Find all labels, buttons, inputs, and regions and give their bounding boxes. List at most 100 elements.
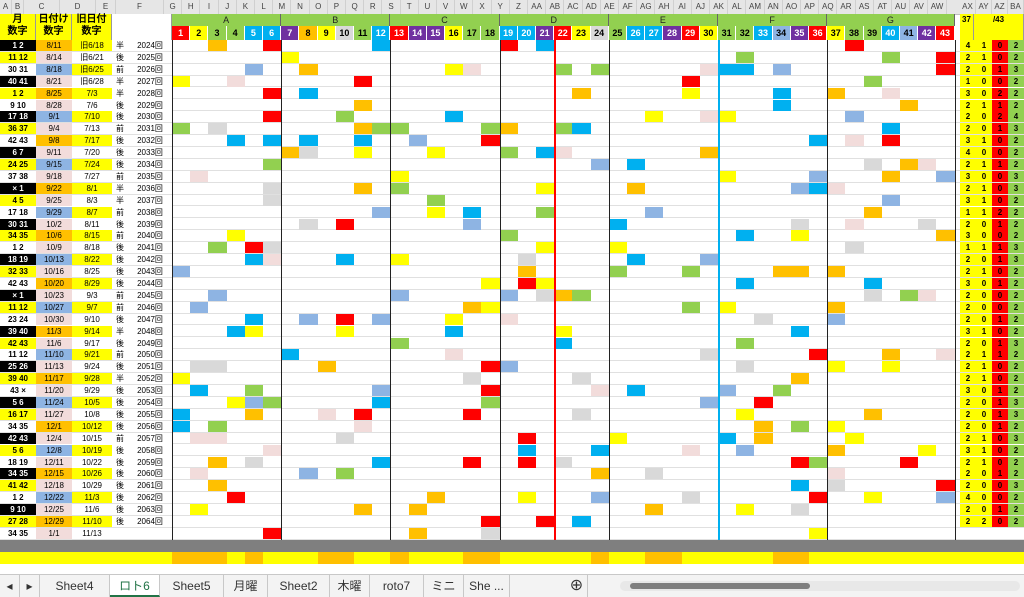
number-cell[interactable] bbox=[681, 266, 700, 278]
stat-cell[interactable]: 2 bbox=[960, 420, 976, 432]
stat-cell[interactable]: 2 bbox=[1008, 468, 1024, 480]
period-cell[interactable]: 後 bbox=[112, 111, 128, 123]
draw-number-cell[interactable]: 2024回 bbox=[128, 40, 172, 51]
period-cell[interactable]: 後 bbox=[112, 278, 128, 289]
number-cell[interactable] bbox=[335, 325, 354, 337]
draw-number-cell[interactable]: 2059回 bbox=[128, 456, 172, 468]
number-cell[interactable] bbox=[244, 313, 263, 325]
period-cell[interactable]: 後 bbox=[112, 337, 128, 349]
date-cell[interactable]: 9/25 bbox=[36, 194, 72, 206]
number-cell[interactable] bbox=[881, 123, 900, 135]
month-number-cell[interactable]: 42 43 bbox=[0, 278, 36, 289]
stat-cell[interactable]: 2 bbox=[960, 373, 976, 385]
table-row[interactable]: 23 24 10/30 9/10 後 2047回 2 0 1 2 bbox=[0, 313, 1024, 326]
stat-cell[interactable]: 3 bbox=[1008, 337, 1024, 349]
draw-number-cell[interactable]: 2057回 bbox=[128, 432, 172, 444]
period-cell[interactable]: 後 bbox=[112, 242, 128, 254]
number-cell[interactable] bbox=[845, 135, 864, 147]
month-number-cell[interactable]: 4 5 bbox=[0, 194, 36, 206]
number-cell[interactable] bbox=[590, 385, 609, 397]
month-number-cell[interactable]: 23 24 bbox=[0, 313, 36, 325]
old-date-cell[interactable]: 9/7 bbox=[72, 301, 112, 313]
number-cell[interactable] bbox=[481, 135, 500, 147]
table-row[interactable]: × 1 9/22 8/1 半 2036回 2 1 0 3 bbox=[0, 182, 1024, 195]
number-cell[interactable] bbox=[390, 182, 409, 194]
number-cell[interactable] bbox=[809, 349, 828, 361]
stat-cell[interactable]: 1 bbox=[960, 75, 976, 87]
stat-cell[interactable]: 0 bbox=[976, 254, 992, 266]
old-date-cell[interactable]: 10/8 bbox=[72, 408, 112, 420]
number-cell[interactable] bbox=[354, 99, 373, 111]
number-cell[interactable] bbox=[190, 361, 209, 373]
number-cell[interactable] bbox=[590, 444, 609, 456]
stat-cell[interactable]: 0 bbox=[976, 301, 992, 313]
stat-cell[interactable]: 0 bbox=[992, 301, 1008, 313]
number-cell[interactable] bbox=[718, 301, 737, 313]
stat-cell[interactable]: 2 bbox=[960, 218, 976, 230]
number-cell[interactable] bbox=[263, 135, 282, 147]
number-cell[interactable] bbox=[754, 432, 773, 444]
draw-number-cell[interactable]: 2025回 bbox=[128, 51, 172, 63]
number-cell[interactable] bbox=[226, 397, 245, 408]
table-row[interactable]: 5 6 12/8 10/19 後 2058回 3 1 0 2 bbox=[0, 444, 1024, 457]
stat-cell[interactable]: 1 bbox=[976, 266, 992, 278]
number-cell[interactable] bbox=[772, 99, 791, 111]
table-row[interactable]: 30 31 8/18 旧6/25 前 2026回 2 0 1 3 bbox=[0, 63, 1024, 76]
number-cell[interactable] bbox=[790, 504, 809, 516]
table-row[interactable]: 39 40 11/17 9/28 半 2052回 2 1 0 2 bbox=[0, 373, 1024, 385]
column-letter-af[interactable]: AF bbox=[619, 0, 638, 14]
column-letter-a[interactable]: A bbox=[0, 0, 12, 14]
stat-cell[interactable]: 3 bbox=[1008, 432, 1024, 444]
stat-cell[interactable]: 3 bbox=[1008, 123, 1024, 135]
draw-number-cell[interactable]: 2032回 bbox=[128, 135, 172, 147]
number-cell[interactable] bbox=[263, 444, 282, 456]
number-cell[interactable] bbox=[263, 159, 282, 170]
number-cell[interactable] bbox=[554, 456, 573, 468]
month-number-cell[interactable]: 42 43 bbox=[0, 337, 36, 349]
table-row[interactable]: 39 40 11/3 9/14 半 2048回 3 1 0 2 bbox=[0, 325, 1024, 338]
draw-number-cell[interactable]: 2036回 bbox=[128, 182, 172, 194]
date-cell[interactable]: 10/30 bbox=[36, 313, 72, 325]
number-cell[interactable] bbox=[299, 313, 318, 325]
number-cell[interactable] bbox=[372, 206, 391, 218]
table-row[interactable]: 11 12 11/10 9/21 前 2050回 2 1 1 2 bbox=[0, 349, 1024, 362]
table-row[interactable]: 34 35 1/1 11/13 bbox=[0, 527, 1024, 540]
stat-cell[interactable]: 2 bbox=[1008, 135, 1024, 147]
old-date-cell[interactable]: 8/3 bbox=[72, 194, 112, 206]
date-cell[interactable]: 12/29 bbox=[36, 516, 72, 527]
stat-cell[interactable]: 1 bbox=[976, 242, 992, 254]
draw-number-cell[interactable]: 2043回 bbox=[128, 266, 172, 278]
column-letter-l[interactable]: L bbox=[255, 0, 274, 14]
sheet-tab-8[interactable]: She ... bbox=[464, 575, 510, 597]
old-date-cell[interactable]: 11/10 bbox=[72, 516, 112, 527]
column-letter-h[interactable]: H bbox=[182, 0, 201, 14]
date-cell[interactable]: 10/27 bbox=[36, 301, 72, 313]
column-letter-al[interactable]: AL bbox=[728, 0, 747, 14]
old-date-cell[interactable]: 10/15 bbox=[72, 432, 112, 444]
date-cell[interactable]: 9/18 bbox=[36, 170, 72, 182]
number-cell[interactable] bbox=[445, 349, 464, 361]
stat-cell[interactable]: 2 bbox=[960, 349, 976, 361]
period-cell[interactable]: 前 bbox=[112, 170, 128, 182]
stat-cell[interactable]: 1 bbox=[992, 123, 1008, 135]
old-date-cell[interactable]: 9/10 bbox=[72, 313, 112, 325]
stat-cell[interactable]: 0 bbox=[992, 444, 1008, 456]
stat-cell[interactable]: 0 bbox=[976, 278, 992, 289]
period-cell[interactable]: 後 bbox=[112, 51, 128, 63]
stat-cell[interactable]: 0 bbox=[992, 75, 1008, 87]
stat-cell[interactable]: 0 bbox=[976, 337, 992, 349]
number-cell[interactable] bbox=[772, 266, 791, 278]
column-letter-w[interactable]: W bbox=[455, 0, 474, 14]
date-cell[interactable]: 11/27 bbox=[36, 408, 72, 420]
draw-number-cell[interactable]: 2033回 bbox=[128, 147, 172, 159]
number-cell[interactable] bbox=[736, 230, 755, 242]
number-cell[interactable] bbox=[208, 420, 227, 432]
number-cell[interactable] bbox=[208, 123, 227, 135]
period-cell[interactable]: 後 bbox=[112, 385, 128, 397]
table-row[interactable]: 1 2 12/22 11/3 後 2062回 4 0 0 2 bbox=[0, 492, 1024, 504]
number-cell[interactable] bbox=[681, 301, 700, 313]
date-cell[interactable]: 12/25 bbox=[36, 504, 72, 516]
stat-cell[interactable]: 0 bbox=[992, 289, 1008, 301]
number-cell[interactable] bbox=[772, 87, 791, 99]
number-cell[interactable] bbox=[481, 385, 500, 397]
